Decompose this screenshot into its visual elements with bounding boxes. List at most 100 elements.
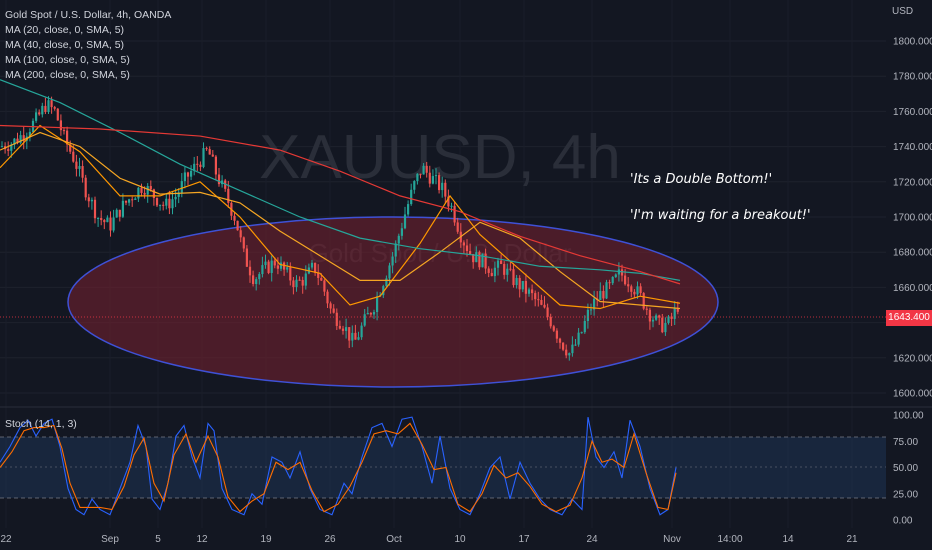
candle-body (500, 260, 503, 264)
candle-body (115, 209, 118, 218)
time-tick-label: Oct (386, 534, 402, 545)
candle-body (295, 279, 298, 288)
candle-body (84, 177, 87, 198)
candle-body (543, 304, 546, 308)
candle-body (261, 265, 264, 275)
candle-body (16, 138, 19, 143)
candle-body (354, 332, 357, 340)
candle-body (527, 289, 531, 294)
candle-body (255, 279, 258, 285)
candle-body (376, 296, 379, 313)
candle-body (366, 313, 369, 315)
candle-body (422, 165, 425, 175)
candle-body (0, 146, 4, 148)
candle-body (239, 230, 242, 238)
candle-body (174, 196, 177, 200)
candle-body (636, 286, 639, 295)
candle-body (577, 332, 580, 345)
candle-body (413, 181, 416, 190)
stoch-title[interactable]: Stoch (14, 1, 3) (5, 418, 77, 430)
candle-body (28, 131, 31, 137)
candle-body (286, 267, 289, 270)
candle-body (62, 130, 66, 132)
candle-body (664, 322, 667, 333)
candle-body (341, 328, 345, 331)
price-tick-label: 1780.000 (893, 72, 932, 83)
candle-body (345, 327, 348, 331)
candle-body (13, 138, 16, 145)
pattern-ellipse[interactable] (67, 216, 719, 388)
price-tick-label: 1600.000 (893, 389, 932, 400)
time-tick-label: 21 (846, 534, 858, 545)
candle-body (428, 172, 431, 184)
price-tick-label: 1720.000 (893, 177, 932, 188)
candle-body (205, 148, 208, 150)
candle-body (298, 279, 301, 281)
annotation-double-bottom[interactable]: 'Its a Double Bottom!' (630, 172, 773, 187)
candle-body (416, 173, 419, 182)
candle-body (586, 309, 589, 321)
candle-body (568, 353, 571, 356)
candle-body (540, 299, 543, 305)
time-tick-label: 17 (518, 534, 530, 545)
candle-body (326, 291, 329, 304)
time-axis[interactable]: 22 Sep 5 12 19 26 Oct 10 17 24 Nov 14:00 14 21 (0, 534, 858, 545)
candle-body (233, 215, 236, 221)
candle-body (372, 312, 376, 315)
time-tick-label: Sep (101, 534, 119, 545)
candle-body (258, 274, 261, 280)
candle-body (431, 176, 434, 184)
candle-body (438, 175, 441, 191)
candle-body (335, 312, 338, 326)
candle-body (444, 182, 447, 197)
candle-body (267, 261, 270, 273)
candle-body (97, 218, 100, 220)
candle-body (270, 260, 273, 273)
price-tick-label: 1680.000 (893, 248, 932, 259)
candle-body (323, 280, 326, 292)
time-tick-label: 26 (324, 534, 336, 545)
candle-body (456, 222, 459, 232)
ma-200-label[interactable]: MA (200, close, 0, SMA, 5) (5, 69, 130, 81)
candle-body (487, 268, 490, 273)
time-tick-label: Nov (663, 534, 681, 545)
candle-body (465, 245, 469, 252)
candle-body (56, 108, 59, 121)
time-tick-label: 24 (586, 534, 598, 545)
candle-body (186, 172, 190, 177)
symbol-title[interactable]: Gold Spot / U.S. Dollar, 4h, OANDA (5, 9, 172, 21)
candle-body (128, 199, 131, 203)
candle-body (627, 284, 630, 287)
candle-body (583, 320, 586, 333)
candle-body (673, 308, 676, 319)
candle-body (676, 308, 679, 312)
candle-body (521, 280, 524, 290)
candle-body (496, 260, 500, 268)
candle-body (503, 263, 506, 275)
candle-body (571, 344, 574, 354)
candle-body (273, 260, 276, 266)
candle-body (624, 275, 627, 285)
candle-body (177, 192, 180, 197)
candle-body (531, 289, 534, 294)
ma-40-label[interactable]: MA (40, close, 0, SMA, 5) (5, 39, 125, 51)
candle-body (329, 303, 332, 309)
candle-body (78, 166, 81, 169)
ma-100-label[interactable]: MA (100, close, 0, SMA, 5) (5, 54, 130, 66)
candle-body (537, 299, 540, 301)
candle-body (304, 273, 307, 286)
candle-body (348, 327, 351, 341)
candle-body (227, 188, 230, 203)
ma-20-label[interactable]: MA (20, close, 0, SMA, 5) (5, 24, 125, 36)
candle-body (602, 290, 605, 299)
candle-body (651, 319, 655, 322)
time-tick-label: 12 (196, 534, 208, 545)
candle-body (388, 265, 391, 279)
ma-line (0, 124, 681, 285)
candle-body (450, 205, 453, 207)
candle-body (593, 298, 596, 310)
candle-body (397, 235, 400, 244)
stoch-axis[interactable]: 0.00 25.00 50.00 75.00 100.00 (893, 411, 924, 527)
annotation-breakout[interactable]: 'I'm waiting for a breakout!' (630, 208, 811, 223)
